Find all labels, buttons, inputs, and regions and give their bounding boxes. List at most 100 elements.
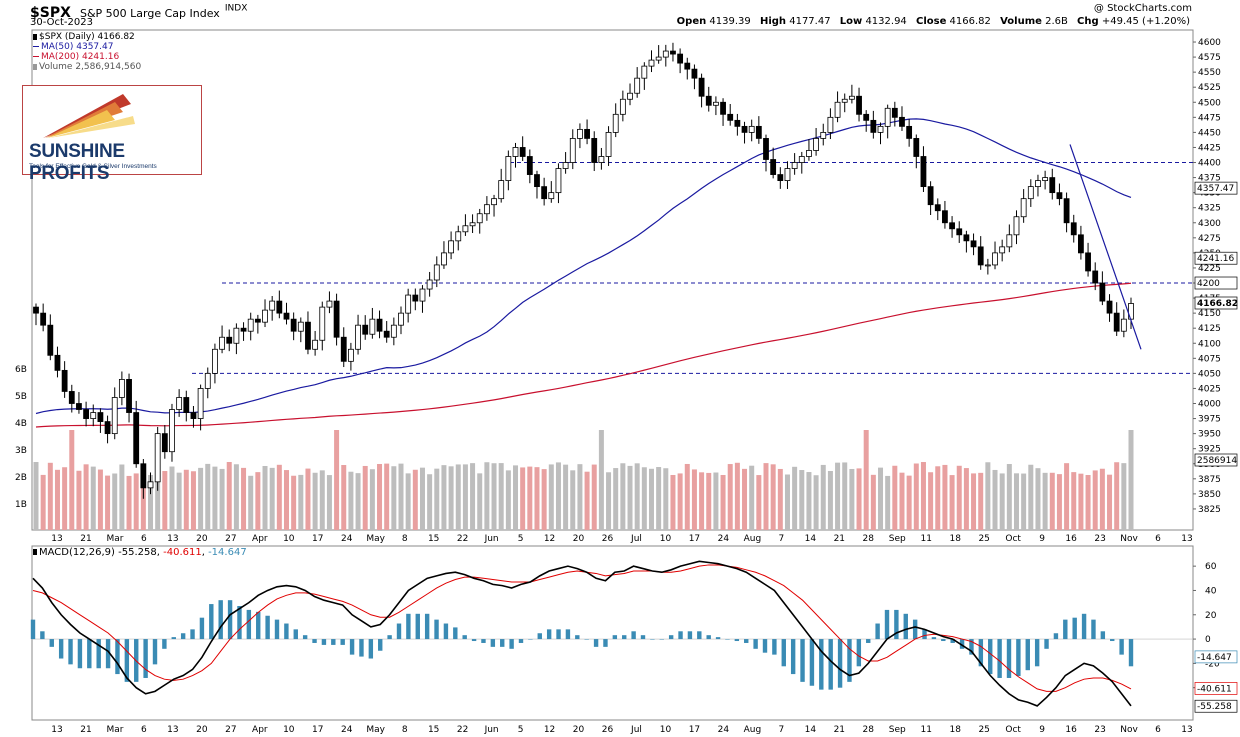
candle-body	[820, 131, 827, 139]
volume-bar	[727, 464, 733, 530]
macd-histogram-bar	[922, 629, 927, 640]
volume-bar	[656, 467, 662, 530]
volume-bar	[706, 472, 712, 530]
volume-ytick-label: 3B	[15, 446, 27, 456]
candle-body	[1099, 282, 1106, 302]
volume-ytick-label: 6B	[15, 365, 27, 375]
volume-bar	[978, 472, 984, 530]
candle-body	[61, 369, 68, 392]
candle-body	[297, 321, 304, 332]
candle-body	[133, 412, 140, 465]
price-ytick-label: 4050	[1198, 369, 1221, 379]
candle-body	[627, 92, 633, 100]
volume-bar	[849, 468, 855, 530]
volume-bar	[663, 468, 669, 530]
candle-body	[856, 95, 862, 115]
volume-bar	[276, 464, 282, 530]
last-value-box	[1194, 251, 1238, 265]
macd-histogram-bar	[415, 613, 420, 640]
price-ytick-label: 4075	[1198, 354, 1221, 364]
macd-histogram-bar	[1025, 639, 1030, 671]
macd-xtick-label: 13	[167, 725, 178, 735]
price-xtick-label: Apr	[252, 534, 268, 544]
volume-bar	[1078, 473, 1084, 530]
macd-legend-swatch	[33, 549, 37, 555]
volume-bar	[76, 470, 82, 530]
macd-histogram-bar	[490, 639, 496, 647]
macd-xtick-label: 20	[573, 725, 585, 735]
volume-bar	[1064, 463, 1070, 530]
price-xtick-label: 18	[949, 534, 961, 544]
volume-bar	[598, 430, 604, 530]
legend-ma200: MA(200) 4241.16	[33, 52, 141, 62]
volume-bar	[362, 465, 368, 530]
candle-body	[190, 412, 197, 419]
price-xtick-label: 15	[428, 534, 439, 544]
price-xtick-label: 24	[718, 534, 730, 544]
candle-body	[541, 186, 548, 200]
price-ytick-label: 4100	[1198, 339, 1221, 349]
volume-bar	[1049, 472, 1055, 530]
macd-xtick-label: Nov	[1120, 725, 1138, 735]
macd-histogram-bar	[424, 613, 430, 640]
volume-ytick-label: 2B	[15, 473, 27, 483]
volume-bar	[591, 464, 597, 530]
candle-body	[1049, 177, 1056, 194]
candle-body	[204, 372, 211, 389]
candle-body	[47, 324, 54, 356]
signal-legend-value: -40.611	[163, 547, 202, 558]
macd-histogram-bar	[368, 639, 374, 659]
candle-body	[698, 77, 705, 97]
candle-body	[118, 379, 125, 398]
macd-last-value-label: -14.647	[1197, 653, 1232, 663]
volume-bar	[792, 466, 798, 530]
macd-histogram-bar	[809, 639, 815, 686]
candle-body	[197, 388, 204, 419]
macd-legend: MACD(12,26,9) -55.258, -40.611, -14.647	[33, 548, 247, 558]
macd-histogram-bar	[87, 639, 92, 669]
volume-bar	[341, 465, 347, 530]
macd-xtick-label: 24	[341, 725, 353, 735]
macd-last-value-box	[1194, 682, 1238, 695]
volume-bar	[498, 463, 504, 530]
candle-body	[798, 156, 805, 163]
price-ytick-label: 4300	[1198, 219, 1221, 229]
macd-histogram-bar	[659, 639, 664, 640]
macd-histogram-bar	[762, 639, 768, 653]
macd-xtick-label: 11	[921, 725, 932, 735]
legend-volume-swatch	[33, 63, 37, 70]
candle-body	[1106, 300, 1113, 314]
volume-bar	[105, 475, 111, 530]
price-xtick-label: 17	[312, 534, 323, 544]
volume-bar	[620, 463, 626, 530]
volume-bar	[806, 472, 812, 530]
volume-bar	[699, 472, 705, 530]
macd-histogram-bar	[40, 631, 45, 640]
candle-body	[755, 125, 762, 139]
price-xtick-label: May	[366, 534, 385, 544]
macd-legend-title: MACD(12,26,9)	[39, 547, 115, 558]
candle-body	[977, 246, 984, 266]
volume-bar	[462, 464, 468, 530]
candle-body	[247, 318, 254, 332]
chart-date: 30-Oct-2023	[30, 17, 93, 28]
candle-body	[705, 95, 712, 106]
candle-body	[1056, 192, 1063, 200]
macd-histogram-bar	[321, 639, 327, 645]
macd-histogram-bar	[246, 609, 252, 640]
macd-histogram-bar	[218, 600, 223, 640]
macd-histogram-bar	[406, 613, 411, 640]
macd-xtick-label: 18	[949, 725, 961, 735]
volume-bar	[369, 469, 375, 530]
macd-xtick-label: 6	[1155, 725, 1161, 735]
candle-body	[848, 95, 855, 100]
volume-bar	[870, 474, 876, 530]
macd-last-value-box	[1194, 650, 1238, 664]
candle-body	[283, 312, 290, 320]
volume-bar	[963, 468, 969, 530]
volume-bar	[885, 475, 891, 530]
candle-body	[1120, 318, 1127, 332]
volume-bar	[377, 463, 383, 530]
volume-bar	[491, 463, 497, 530]
macd-xtick-label: 21	[80, 725, 91, 735]
